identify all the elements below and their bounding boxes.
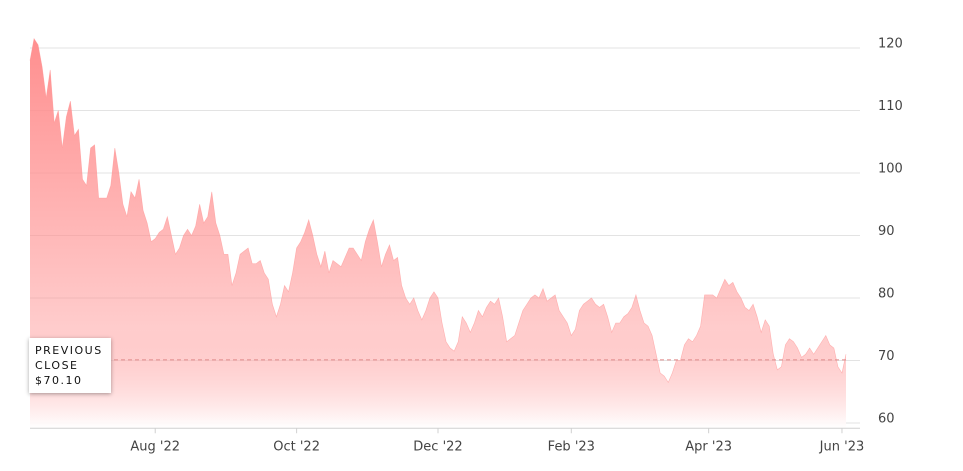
y-tick-label: 90	[878, 224, 895, 239]
area-fill	[30, 38, 846, 429]
x-tick-label: Dec '22	[413, 440, 462, 455]
y-tick-label: 110	[878, 99, 903, 114]
y-tick-label: 80	[878, 287, 895, 302]
y-tick-label: 120	[878, 37, 903, 52]
x-tick-label: Aug '22	[130, 440, 180, 455]
x-tick-label: Apr '23	[685, 440, 732, 455]
x-tick-label: Feb '23	[548, 440, 595, 455]
y-tick-label: 70	[878, 349, 895, 364]
x-tick-label: Jun '23	[819, 440, 865, 455]
y-tick-label: 100	[878, 162, 903, 177]
x-tick-label: Oct '22	[273, 440, 320, 455]
previous-close-box: PREVIOUS CLOSE $70.10	[29, 338, 111, 393]
y-tick-label: 60	[878, 412, 895, 427]
previous-close-value: $70.10	[35, 374, 83, 387]
previous-close-label: PREVIOUS CLOSE	[35, 344, 103, 372]
area-line	[29, 37, 847, 384]
